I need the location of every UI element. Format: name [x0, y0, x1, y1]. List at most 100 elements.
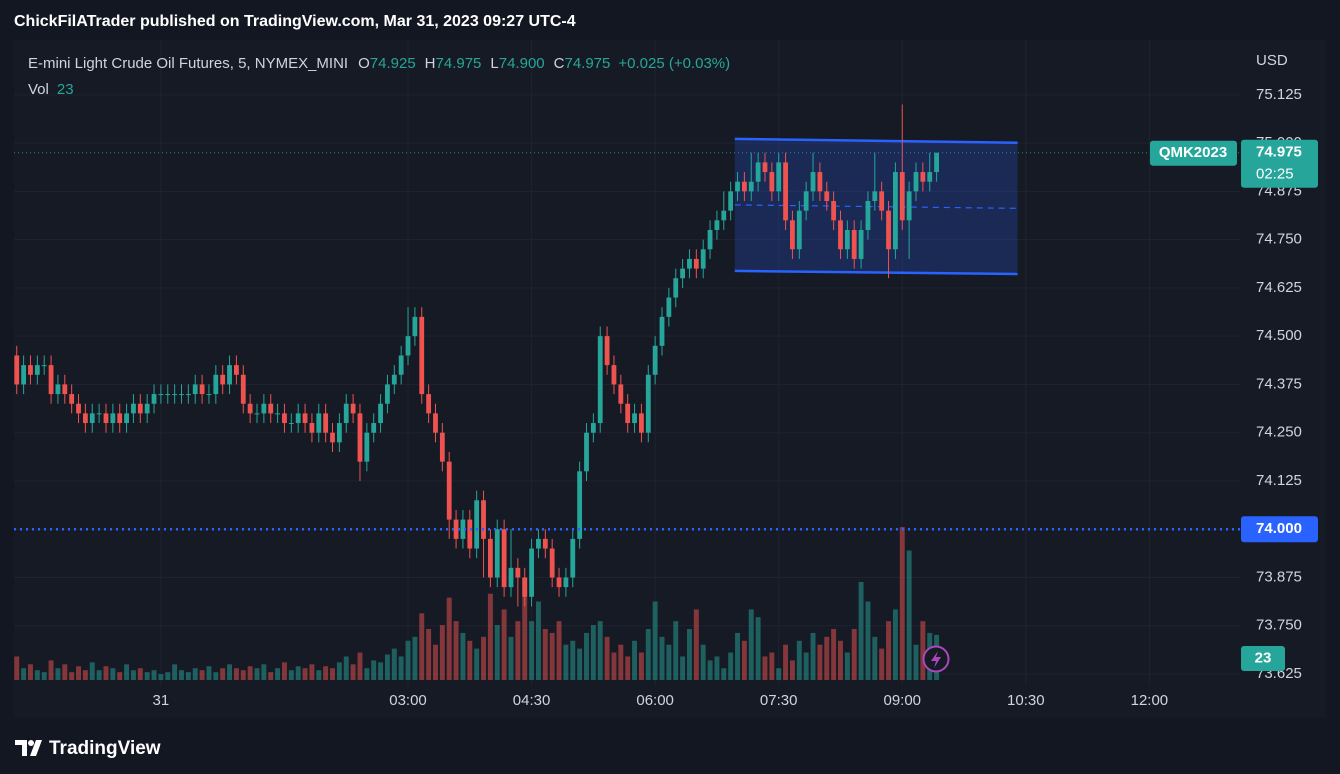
candle-body — [268, 403, 274, 414]
candle-body — [632, 413, 637, 424]
volume-bar — [330, 668, 335, 680]
volume-bar — [364, 668, 370, 680]
level-label-box — [1241, 516, 1318, 543]
candle-body — [680, 268, 686, 279]
header-text: ChickFilATrader published on TradingView… — [14, 13, 576, 30]
volume-bar — [892, 609, 898, 680]
volume-bar — [693, 609, 699, 680]
candle-body — [899, 172, 905, 221]
volume-bar — [879, 648, 885, 680]
candle-body — [261, 403, 267, 414]
volume-bar — [34, 670, 40, 680]
volume-bar — [172, 664, 178, 680]
candle-body — [810, 172, 816, 192]
candle-body — [295, 413, 301, 424]
candle-body — [707, 229, 713, 250]
volume-bar — [707, 660, 713, 680]
candle-body — [357, 413, 363, 462]
volume-bar — [199, 670, 205, 680]
volume-bar — [48, 660, 54, 680]
legend-ohlc-label: H — [425, 55, 436, 72]
volume-bar — [460, 632, 466, 680]
volume-bar — [638, 652, 644, 680]
volume-bar — [69, 672, 75, 680]
candle-body — [55, 384, 61, 395]
volume-bar — [350, 664, 356, 680]
candle-body — [803, 191, 809, 211]
volume-bar — [14, 656, 20, 680]
volume-bar — [130, 670, 136, 680]
y-tick-label: 73.875 — [1256, 568, 1302, 585]
y-tick-label: 75.125 — [1256, 86, 1302, 103]
candle-body — [831, 201, 837, 221]
volume-legend-label: Vol — [28, 81, 49, 98]
volume-bar — [632, 640, 638, 680]
volume-bar — [789, 660, 795, 680]
candle-body — [872, 191, 878, 202]
y-tick-label: 74.625 — [1256, 279, 1302, 296]
volume-bar — [55, 668, 61, 680]
candle-body — [254, 413, 260, 415]
countdown-label: 02:25 — [1256, 166, 1294, 183]
candle-body — [172, 394, 178, 396]
symbol-label: QMK2023 — [1159, 144, 1227, 161]
volume-bar — [652, 601, 658, 680]
volume-bar — [803, 652, 809, 680]
candle-body — [453, 519, 459, 539]
volume-bar — [467, 640, 473, 680]
volume-bar — [824, 636, 830, 680]
candle-body — [515, 567, 521, 578]
candle-body — [625, 403, 631, 424]
volume-bar — [831, 629, 837, 680]
plot-area — [14, 104, 1240, 680]
volume-bar — [419, 613, 425, 680]
candle-body — [741, 181, 747, 192]
candle-body — [151, 394, 157, 404]
volume-bar — [302, 668, 308, 680]
candle-body — [549, 548, 555, 578]
candle-body — [282, 413, 287, 424]
candle-body — [687, 258, 692, 269]
y-tick-label: 74.250 — [1256, 424, 1302, 441]
logo-part — [28, 740, 34, 746]
volume-bar — [625, 656, 631, 680]
volume-bar — [213, 672, 219, 680]
volume-bar — [817, 644, 823, 680]
volume-bar — [728, 652, 734, 680]
volume-bar — [762, 656, 768, 680]
channel-midline — [734, 204, 1018, 209]
candle-body — [645, 374, 651, 433]
volume-bar — [446, 597, 452, 680]
volume-bar — [343, 656, 349, 680]
legend-ohlc-value: 74.975 — [564, 55, 610, 72]
candle-body — [604, 336, 610, 366]
candle-body — [206, 394, 212, 396]
volume-bar — [227, 664, 233, 680]
candle-body — [309, 423, 315, 433]
candle-body — [563, 577, 569, 588]
volume-bar — [144, 672, 150, 680]
volume-label-box — [1241, 646, 1285, 671]
candle-body — [165, 394, 171, 396]
volume-bar — [508, 636, 514, 680]
volume-bar — [295, 666, 301, 680]
volume-bar — [158, 674, 164, 680]
candle-body — [76, 403, 81, 414]
candle-body — [371, 423, 377, 433]
candle-body — [199, 384, 205, 395]
candle-body — [48, 365, 54, 395]
price-label: 74.975 — [1256, 144, 1302, 161]
candle-body — [796, 210, 802, 250]
volume-bar — [309, 664, 315, 680]
candle-body — [460, 519, 466, 539]
candle-body — [844, 229, 850, 250]
volume-bar — [247, 666, 253, 680]
candle-body — [350, 403, 356, 414]
channel-upper — [734, 137, 1018, 144]
candle-body — [666, 297, 672, 317]
volume-bar — [233, 668, 239, 680]
volume-bar — [741, 640, 747, 680]
logo-part — [30, 740, 42, 756]
candle-body — [934, 152, 939, 173]
x-tick-label: 04:30 — [513, 692, 551, 709]
